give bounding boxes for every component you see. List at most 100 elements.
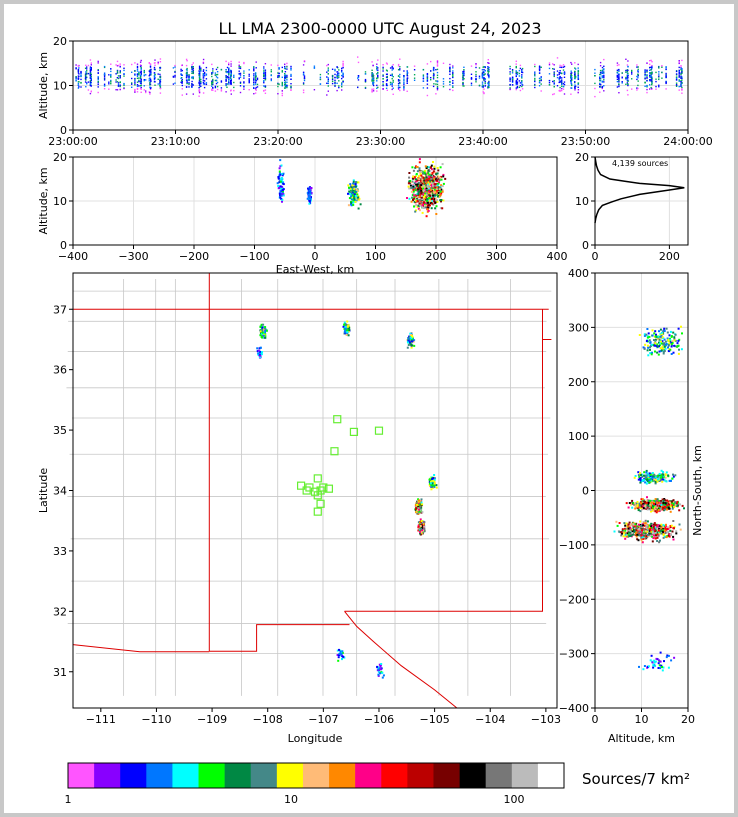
source-point	[378, 672, 381, 675]
source-point	[327, 85, 329, 87]
source-point	[657, 531, 660, 534]
source-point	[436, 86, 439, 88]
source-point	[254, 72, 257, 74]
source-point	[180, 68, 182, 71]
source-point	[577, 82, 580, 84]
source-point	[319, 76, 322, 78]
source-point	[681, 504, 684, 507]
source-point	[481, 73, 484, 75]
source-point	[225, 79, 227, 82]
source-point	[422, 185, 425, 188]
source-point	[202, 82, 205, 84]
source-point	[558, 77, 560, 79]
source-point	[253, 75, 255, 77]
source-point	[439, 176, 442, 179]
source-point	[678, 76, 680, 78]
source-point	[110, 75, 112, 77]
source-point	[149, 78, 152, 80]
source-point	[653, 339, 655, 341]
source-point	[515, 80, 517, 82]
source-point	[601, 86, 604, 88]
source-point	[399, 66, 401, 68]
source-point	[431, 189, 434, 192]
source-point	[354, 183, 357, 186]
source-point	[449, 63, 451, 66]
source-point	[518, 80, 521, 82]
source-point	[154, 84, 156, 86]
source-point	[436, 199, 438, 202]
source-point	[239, 81, 242, 83]
source-point	[406, 197, 408, 199]
source-point	[238, 64, 240, 66]
source-point	[417, 187, 420, 190]
source-point	[348, 186, 350, 189]
source-point	[651, 71, 653, 74]
source-point	[603, 68, 605, 70]
source-point	[487, 86, 489, 88]
source-point	[561, 66, 563, 69]
source-point	[238, 72, 240, 75]
source-point	[253, 73, 255, 75]
lma-station	[305, 483, 314, 492]
source-point	[651, 472, 654, 475]
source-point	[181, 94, 183, 96]
source-point	[487, 83, 489, 85]
source-point	[430, 70, 432, 72]
source-point	[667, 350, 670, 353]
source-point	[430, 184, 433, 186]
source-point	[422, 192, 425, 195]
source-point	[264, 73, 267, 75]
source-point	[631, 88, 633, 90]
source-point	[425, 193, 428, 196]
source-point	[425, 200, 428, 203]
source-point	[371, 89, 373, 91]
source-point	[430, 174, 433, 177]
source-point	[215, 79, 218, 82]
source-point	[418, 503, 421, 506]
source-point	[377, 674, 380, 677]
source-point	[418, 202, 421, 205]
source-point	[342, 65, 344, 67]
source-point	[136, 65, 139, 68]
source-point	[280, 164, 283, 167]
source-point	[376, 66, 378, 68]
source-point	[669, 330, 672, 333]
source-point	[198, 66, 201, 68]
y-tick-label: 20	[575, 151, 589, 164]
source-point	[428, 175, 431, 178]
source-point	[212, 68, 214, 70]
state-boundary	[344, 309, 543, 612]
source-point	[97, 72, 99, 74]
source-point	[428, 183, 431, 186]
source-point	[419, 505, 422, 508]
source-point	[403, 78, 405, 80]
source-point	[385, 76, 388, 78]
source-point	[216, 85, 219, 88]
source-point	[255, 67, 257, 69]
source-point	[601, 70, 604, 73]
source-point	[136, 77, 139, 79]
source-point	[452, 80, 454, 82]
source-point	[422, 69, 425, 71]
source-point	[651, 61, 653, 63]
source-point	[657, 477, 660, 480]
source-point	[108, 88, 110, 90]
source-point	[427, 172, 430, 175]
source-point	[376, 69, 378, 71]
source-point	[150, 71, 152, 73]
source-point	[410, 200, 413, 203]
source-point	[385, 73, 388, 75]
source-point	[665, 88, 667, 90]
source-point	[284, 73, 286, 75]
source-point	[397, 82, 400, 85]
source-point	[435, 69, 437, 71]
source-point	[243, 81, 245, 83]
source-point	[433, 167, 436, 170]
source-point	[303, 60, 306, 62]
source-point	[594, 82, 596, 85]
source-point	[650, 66, 652, 68]
source-point	[478, 77, 481, 79]
source-point	[463, 73, 465, 75]
source-point	[371, 78, 373, 80]
source-point	[331, 75, 334, 77]
